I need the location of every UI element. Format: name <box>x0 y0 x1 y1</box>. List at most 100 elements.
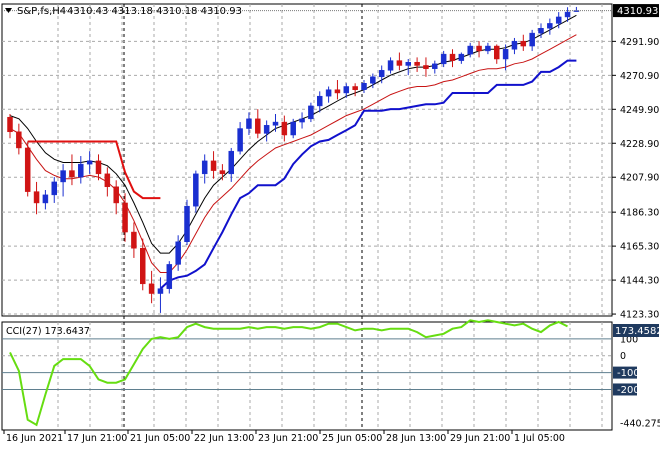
candle <box>69 154 75 186</box>
candle <box>219 164 226 181</box>
candle-body <box>547 23 553 29</box>
candle <box>370 73 376 89</box>
time-tick-label: 16 Jun 2021 <box>6 433 63 444</box>
candle-body <box>42 194 49 204</box>
time-tick-label: 25 Jun 05:00 <box>322 433 382 444</box>
candle-body <box>7 116 13 133</box>
candle-body <box>423 65 429 69</box>
cci-level-badge <box>613 366 637 379</box>
candle <box>432 60 438 74</box>
candle <box>51 177 57 203</box>
time-tick-label: 23 Jun 21:00 <box>258 433 318 444</box>
price-tick-label: 4165.30 <box>620 242 659 253</box>
candle <box>148 270 155 304</box>
candle <box>520 34 527 51</box>
candle <box>263 120 270 142</box>
candle <box>476 41 482 58</box>
trail-lower-line <box>159 59 577 290</box>
candle-body <box>325 89 332 97</box>
candle <box>78 156 84 184</box>
price-grid <box>2 4 612 430</box>
candle <box>113 180 119 215</box>
chart-header: S&P,fs,H4 4310.43 4313.18 4310.18 4310.9… <box>5 6 242 17</box>
candle-body <box>334 89 341 94</box>
time-tick-label: 29 Jun 21:00 <box>450 433 510 444</box>
candle <box>467 42 473 58</box>
candles <box>7 6 580 313</box>
candle-body <box>131 231 137 249</box>
candle <box>290 118 296 139</box>
candle-body <box>201 160 208 175</box>
candle-body <box>281 121 288 136</box>
cci-current-badge-bg <box>613 324 659 337</box>
candle-body <box>184 205 190 243</box>
cci-current-badge: 173.4582 <box>613 324 660 337</box>
cci-tick-label: 100 <box>620 334 638 345</box>
candle <box>228 147 234 182</box>
candle-body <box>538 28 544 34</box>
candle <box>299 112 305 129</box>
candle <box>378 65 385 84</box>
candle-body <box>255 118 261 134</box>
candle <box>246 112 252 136</box>
trail-upper-line <box>27 140 161 200</box>
candle <box>511 37 518 55</box>
candle <box>33 181 40 215</box>
candle-body <box>370 76 376 84</box>
candle <box>423 57 429 77</box>
candle-body <box>69 170 75 178</box>
candle-body <box>193 173 199 207</box>
candle <box>352 83 358 97</box>
candle-body <box>502 49 509 60</box>
price-axis: 4291.90 4270.90 4249.90 4228.90 4207.90 4186.… <box>612 37 659 321</box>
candle <box>104 167 111 197</box>
candle <box>166 261 173 294</box>
candle <box>157 277 164 313</box>
candle-body <box>520 40 527 47</box>
candle-body <box>361 83 367 90</box>
candle-body <box>405 61 411 66</box>
candle <box>193 170 199 213</box>
candle-body <box>24 147 31 192</box>
candle-body <box>343 86 350 94</box>
price-tick-label: 4123.30 <box>620 310 659 321</box>
time-tick-label: 21 Jun 05:00 <box>130 433 190 444</box>
current-price-badge-bg <box>613 4 659 18</box>
candle-body <box>387 60 394 71</box>
time-tick-label: 28 Jun 13:00 <box>386 433 446 444</box>
cci-series <box>9 319 568 427</box>
cci-tick-label: -200 <box>617 385 640 396</box>
symbol-menu-triangle-icon[interactable] <box>5 8 12 13</box>
current-price-value: 4310.93 <box>617 6 658 17</box>
candle-body <box>564 11 571 18</box>
cci-grid <box>57 322 603 430</box>
candle-body <box>122 202 128 233</box>
candle-body <box>378 70 385 78</box>
price-tick-label: 4186.30 <box>620 208 659 219</box>
candle-body <box>148 283 155 294</box>
candle <box>86 151 93 174</box>
time-tick-label: 1 Jul 05:00 <box>514 433 565 444</box>
price-tick-label: 4291.90 <box>620 37 659 48</box>
candle-body <box>95 160 102 175</box>
candle-body <box>140 247 146 285</box>
candle-body <box>555 16 562 24</box>
cci-tick-label: -100 <box>617 368 640 379</box>
cci-panel <box>1 321 613 431</box>
candle <box>529 29 535 51</box>
candle <box>325 86 332 103</box>
candle <box>387 57 394 74</box>
candle <box>122 193 128 242</box>
candle <box>184 199 190 245</box>
cci-indicator-label: CCI(27) 173.6437 <box>6 326 90 337</box>
cci-current-value: 173.4582 <box>615 326 660 337</box>
candle-body <box>175 241 181 265</box>
candle <box>131 222 137 258</box>
candle <box>210 151 217 179</box>
candle-body <box>16 131 22 149</box>
cci-tick-label: 0 <box>620 351 626 362</box>
candle-body <box>219 170 226 175</box>
candle-body <box>511 40 518 50</box>
